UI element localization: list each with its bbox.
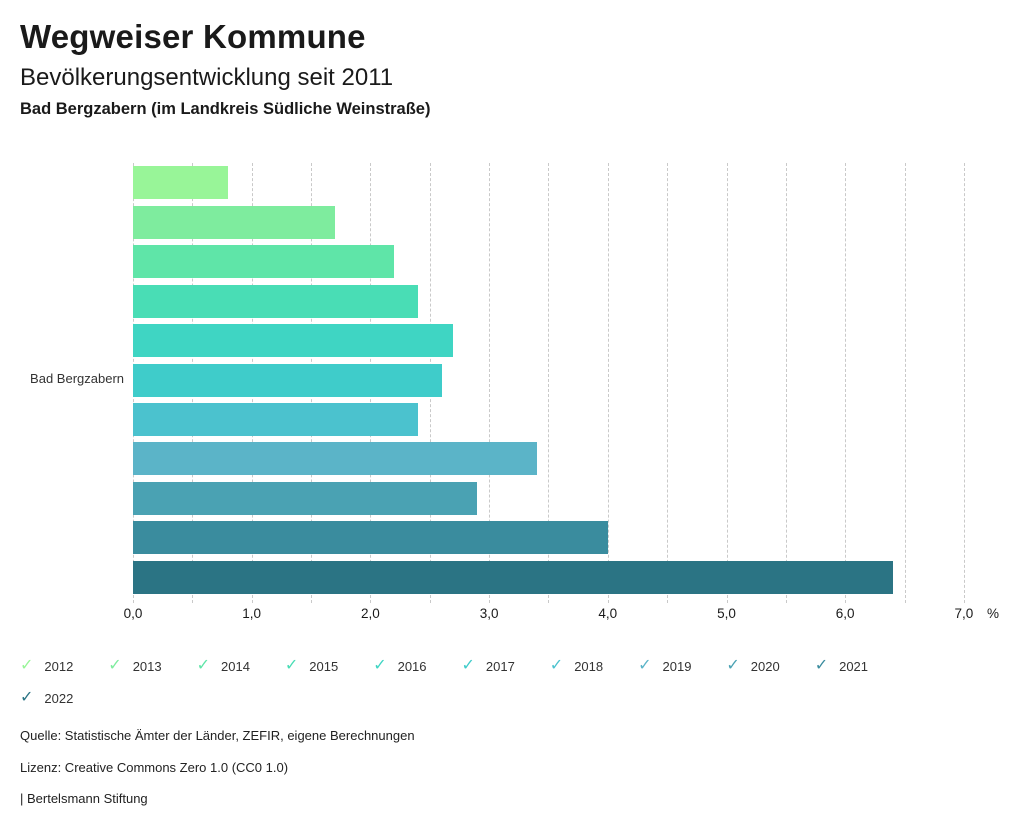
gridline xyxy=(607,163,609,603)
check-icon: ✓ xyxy=(196,657,210,674)
check-icon: ✓ xyxy=(284,657,299,674)
legend-item-2018[interactable]: ✓ 2018 xyxy=(550,656,603,676)
bar-2022[interactable] xyxy=(133,560,893,594)
legend-year-label: 2021 xyxy=(839,658,869,674)
x-tick-label: 4,0 xyxy=(598,606,618,621)
gridline xyxy=(667,163,669,603)
legend-item-2019[interactable]: ✓ 2019 xyxy=(638,656,691,676)
bar-2015[interactable] xyxy=(133,284,418,318)
legend-item-2013[interactable]: ✓ 2013 xyxy=(108,656,161,676)
legend-year-label: 2022 xyxy=(44,690,74,706)
bar-2020[interactable] xyxy=(133,481,478,515)
gridline xyxy=(548,163,550,603)
legend-year-label: 2018 xyxy=(574,658,604,674)
bar-2019[interactable] xyxy=(133,442,537,476)
check-icon: ✓ xyxy=(461,657,475,674)
check-icon: ✓ xyxy=(373,657,387,674)
legend-item-2012[interactable]: ✓ 2012 xyxy=(20,656,73,676)
legend-item-2014[interactable]: ✓ 2014 xyxy=(197,656,250,676)
legend-item-2015[interactable]: ✓ 2015 xyxy=(285,656,338,676)
check-icon: ✓ xyxy=(108,657,122,674)
x-tick-label: 1,0 xyxy=(242,606,262,621)
x-tick-label: 7,0 xyxy=(954,606,974,621)
check-icon: ✓ xyxy=(814,657,829,674)
check-icon: ✓ xyxy=(20,689,34,706)
bar-2016[interactable] xyxy=(133,324,454,358)
bar-2017[interactable] xyxy=(133,363,442,397)
attribution-note: | Bertelsmann Stiftung xyxy=(20,791,148,806)
bar-2018[interactable] xyxy=(133,402,418,436)
page-title: Wegweiser Kommune xyxy=(20,18,366,55)
bar-2014[interactable] xyxy=(133,245,395,279)
x-tick-label: 6,0 xyxy=(835,606,855,621)
source-note: Quelle: Statistische Ämter der Länder, Z… xyxy=(20,728,415,743)
bar-chart: Bad Bergzabern 0,0 1,0 2,0 3,0 4,0 5,0 6,0 7,0% xyxy=(30,163,1000,621)
x-tick-label: 5,0 xyxy=(717,606,736,621)
check-icon: ✓ xyxy=(549,657,564,674)
y-axis-label: Bad Bergzabern xyxy=(30,371,124,386)
bar-2013[interactable] xyxy=(133,205,335,239)
gridline xyxy=(963,163,965,603)
legend-year-label: 2014 xyxy=(221,658,250,674)
x-axis-unit: % xyxy=(987,606,1000,621)
check-icon: ✓ xyxy=(20,657,34,674)
bar-2012[interactable] xyxy=(133,166,228,200)
legend-year-label: 2013 xyxy=(132,658,162,674)
x-tick-label: 2,0 xyxy=(361,606,380,621)
legend-year-label: 2020 xyxy=(750,658,780,674)
x-tick-label: 3,0 xyxy=(479,606,499,621)
legend-item-2016[interactable]: ✓ 2016 xyxy=(373,656,426,676)
legend-item-2017[interactable]: ✓ 2017 xyxy=(462,656,515,676)
gridline xyxy=(904,163,906,603)
gridline xyxy=(726,163,728,603)
check-icon: ✓ xyxy=(638,657,652,674)
gridline xyxy=(845,163,847,603)
region-subtitle: Bad Bergzabern (im Landkreis Südliche We… xyxy=(20,100,431,118)
gridline xyxy=(489,163,491,603)
legend-year-label: 2016 xyxy=(397,658,427,674)
check-icon: ✓ xyxy=(726,657,740,674)
legend-year-label: 2019 xyxy=(662,658,692,674)
chart-title: Bevölkerungsentwicklung seit 2011 xyxy=(20,64,394,91)
legend-item-2020[interactable]: ✓ 2020 xyxy=(726,656,779,676)
legend-item-2022[interactable]: ✓ 2022 xyxy=(20,688,73,708)
bar-2021[interactable] xyxy=(133,521,608,555)
x-tick-label: 0,0 xyxy=(123,606,143,621)
gridline xyxy=(785,163,787,603)
legend-year-label: 2012 xyxy=(44,658,74,674)
legend-item-2021[interactable]: ✓ 2021 xyxy=(815,656,868,676)
legend-year-label: 2015 xyxy=(309,658,339,674)
legend-year-label: 2017 xyxy=(485,658,515,674)
license-note: Lizenz: Creative Commons Zero 1.0 (CC0 1… xyxy=(20,760,289,775)
